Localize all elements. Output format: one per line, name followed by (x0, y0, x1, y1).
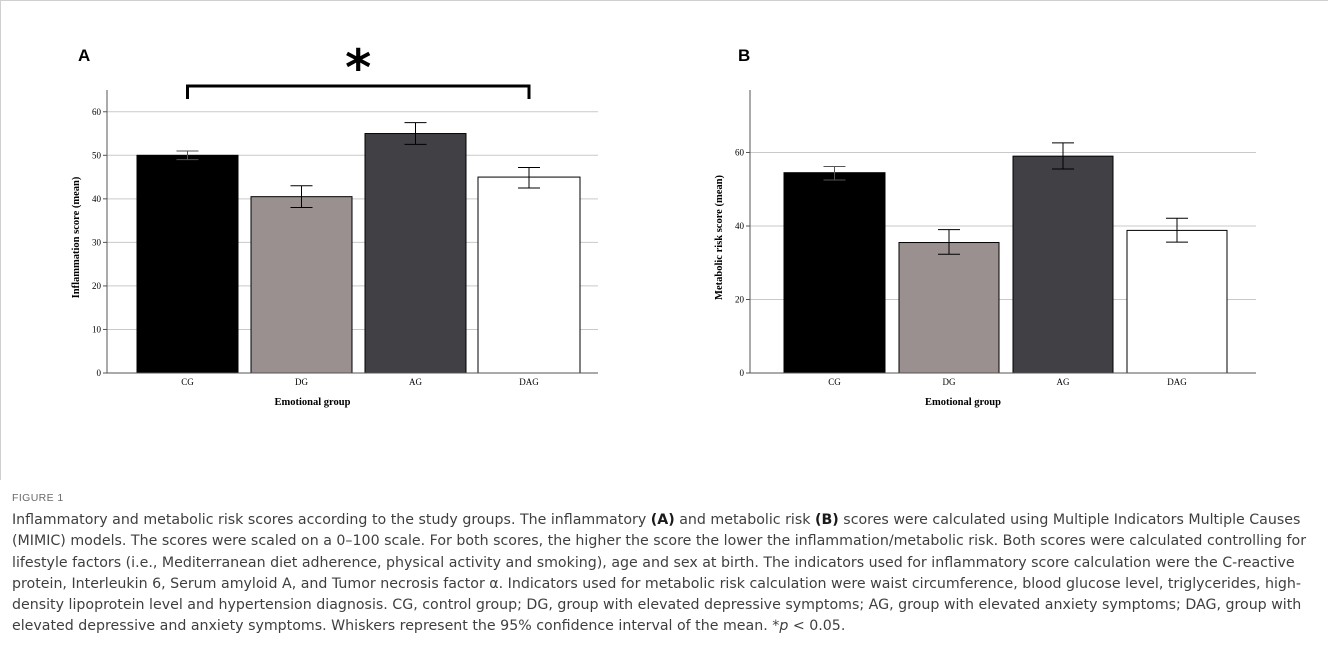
panel-a-ytick-label: 40 (92, 194, 102, 204)
panel-b-bar-cg (783, 172, 886, 374)
caption-panel-a: (A) (650, 512, 675, 528)
panel-b-xtick-label-ag: AG (1057, 377, 1070, 387)
caption-panel-b: (B) (815, 512, 839, 528)
panel-a-bar-dag (477, 176, 581, 374)
panel-b-bar-ag (1012, 155, 1114, 374)
panel-a-x-axis-title: Emotional group (275, 397, 351, 408)
panel-a-letter: A (78, 46, 90, 65)
panel-b-ytick-label: 20 (735, 294, 745, 304)
caption-part-2: and metabolic risk (674, 512, 815, 528)
panel-a-significance-bracket (186, 84, 531, 99)
panel-b-bar-dag (1126, 229, 1228, 374)
figure-label: FIGURE 1 (12, 492, 64, 504)
panel-b-ytick-label: 40 (735, 221, 745, 231)
panel-a-chart: A 0 10 20 30 40 50 60 CG DG AG DAG Emotional group In… (71, 39, 598, 408)
panel-a-bar-dg (250, 196, 353, 374)
caption-part-4: < 0.05. (788, 618, 846, 635)
panel-b-xtick-label-dg: DG (943, 377, 956, 387)
panel-b-xtick-label-dag: DAG (1167, 377, 1187, 387)
panel-a-y-axis-title: Inflammation score (mean) (71, 176, 82, 298)
caption-p-symbol: p (779, 618, 789, 635)
panel-b-chart: B 0 20 40 60 CG DG AG DAG Emotional group Metaboli… (714, 46, 1256, 408)
panel-b-ytick-label: 0 (740, 368, 745, 378)
panel-b-bar-dg (898, 242, 1000, 374)
panel-a-ytick-label: 60 (92, 107, 102, 117)
panel-a-ytick-label: 50 (92, 150, 102, 160)
panel-a-xtick-label-cg: CG (181, 377, 194, 387)
panel-b-ytick-label: 60 (735, 147, 745, 157)
panel-a-ytick-label: 0 (97, 368, 102, 378)
panel-a-ytick-label: 30 (92, 237, 102, 247)
panel-b-y-axis-title: Metabolic risk score (mean) (714, 175, 725, 300)
caption-part-1: Inflammatory and metabolic risk scores a… (12, 512, 651, 528)
figure-frame-left (0, 0, 1, 480)
panel-a-ytick-label: 20 (92, 281, 102, 291)
panel-a-xtick-label-ag: AG (409, 377, 422, 387)
caption-text: Inflammatory and metabolic risk scores a… (12, 510, 1312, 638)
caption-part-3: scores were calculated using Multiple In… (12, 512, 1307, 635)
panel-a-bar-cg (136, 154, 239, 374)
panel-b-xtick-label-cg: CG (828, 377, 841, 387)
panel-a-bar-ag (364, 133, 467, 374)
figure-frame-top (0, 0, 1328, 1)
panel-b-x-axis-title: Emotional group (925, 397, 1001, 408)
panel-a-ytick-label: 10 (92, 324, 102, 334)
panel-a-xtick-label-dag: DAG (519, 377, 539, 387)
panel-a-xtick-label-dg: DG (295, 377, 308, 387)
panel-b-letter: B (738, 46, 750, 65)
figure-caption: FIGURE 1 Inflammatory and metabolic risk… (12, 492, 1312, 638)
panel-a-significance-star: * (345, 39, 371, 97)
figure-charts: A 0 10 20 30 40 50 60 CG DG AG DAG Emotional group In… (71, 39, 1256, 408)
